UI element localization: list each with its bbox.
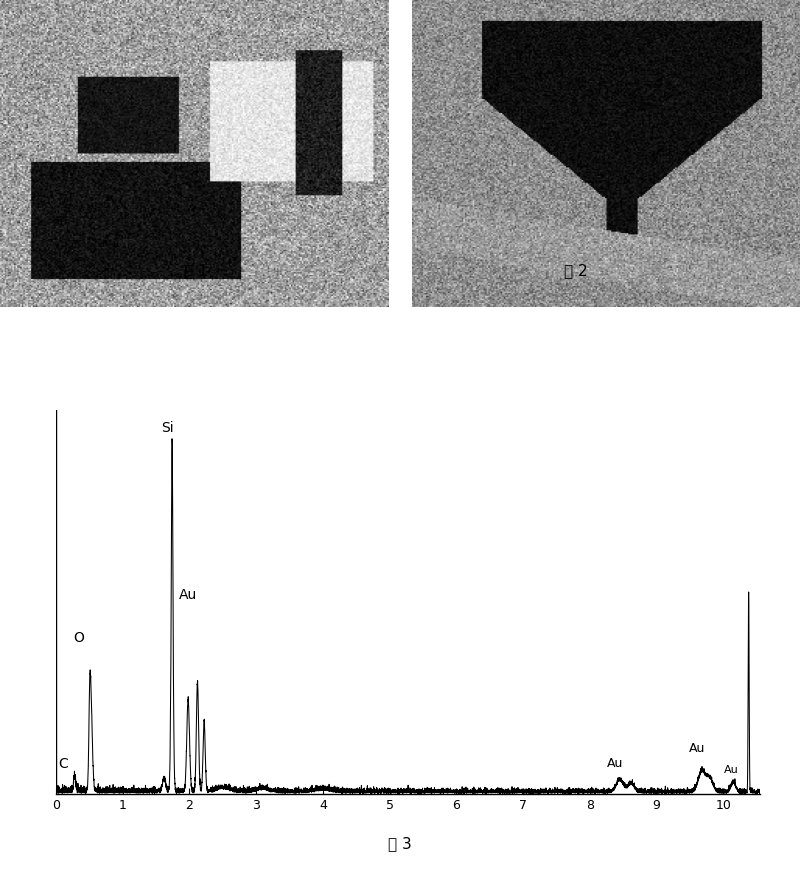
Text: Au: Au (607, 757, 623, 769)
Text: Au: Au (724, 765, 738, 775)
Text: Au: Au (689, 742, 705, 755)
Text: Si: Si (161, 421, 174, 436)
Text: Au: Au (179, 588, 198, 602)
Text: 图 1: 图 1 (184, 264, 208, 278)
Text: C: C (58, 757, 67, 772)
Text: 图 3: 图 3 (388, 836, 412, 851)
Text: O: O (74, 631, 84, 645)
Text: 图 2: 图 2 (564, 264, 588, 278)
